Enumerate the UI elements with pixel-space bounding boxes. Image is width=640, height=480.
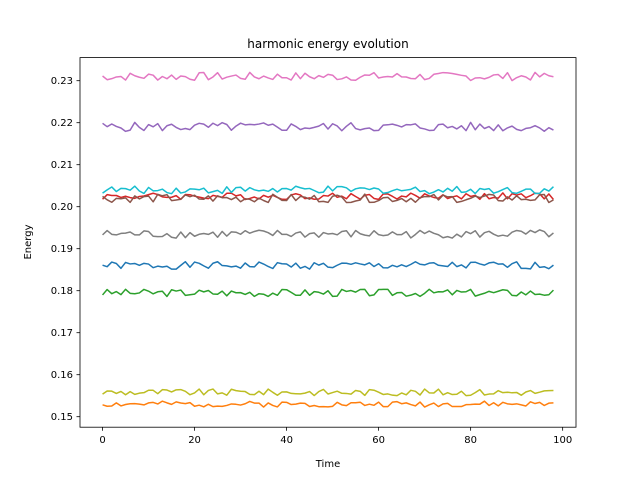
x-tick-label: 20 [188, 435, 201, 446]
y-tick-label: 0.20 [51, 202, 73, 213]
x-tick-label: 40 [280, 435, 293, 446]
x-tick-label: 80 [464, 435, 477, 446]
y-tick-label: 0.18 [51, 286, 73, 297]
y-tick-label: 0.19 [51, 244, 73, 255]
y-tick-label: 0.23 [51, 76, 73, 87]
y-axis-title: Energy [23, 224, 34, 259]
y-tick-label: 0.15 [51, 412, 73, 423]
y-tick-label: 0.17 [51, 328, 73, 339]
y-tick-label: 0.16 [51, 370, 73, 381]
x-tick-label: 60 [372, 435, 385, 446]
x-tick-label: 100 [553, 435, 572, 446]
chart-title: harmonic energy evolution [247, 37, 408, 51]
y-tick-label: 0.21 [51, 160, 73, 171]
y-tick-label: 0.22 [51, 118, 73, 129]
x-tick-label: 0 [99, 435, 105, 446]
x-axis-title: Time [315, 459, 340, 470]
